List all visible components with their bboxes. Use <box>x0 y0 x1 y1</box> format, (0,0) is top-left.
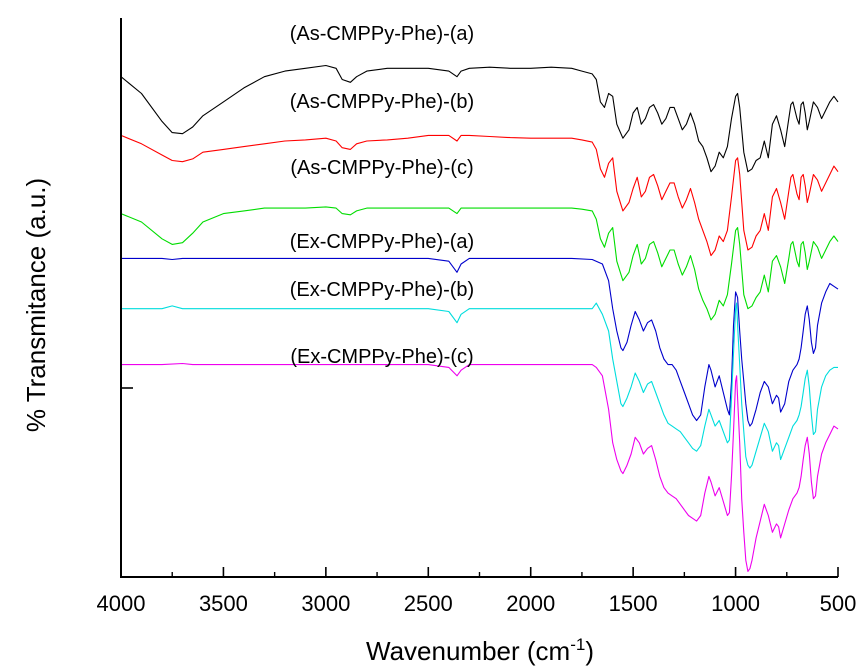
series-label-2: (As-CMPPy-Phe)-(b) <box>290 91 474 113</box>
series-line-2 <box>120 134 839 257</box>
x-axis-title-superscript: -1 <box>570 635 585 654</box>
axes-layer: 4000 3500 3000 2500 2000 1500 1000 500 <box>97 18 857 616</box>
x-tick-label: 1000 <box>711 591 760 616</box>
y-axis-title: % Transmitance (a.u.) <box>21 178 51 432</box>
series-line-4 <box>121 257 839 427</box>
series-line-3 <box>120 206 839 321</box>
x-axis-title-suffix: ) <box>585 636 594 666</box>
series-label-6: (Ex-CMPPy-Phe)-(c) <box>290 346 473 368</box>
labels-layer: (As-CMPPy-Phe)-(a) (As-CMPPy-Phe)-(b) (As-… <box>290 23 474 368</box>
series-line-6 <box>121 362 839 572</box>
x-tick-label: 3500 <box>199 591 248 616</box>
series-line-5 <box>121 302 838 469</box>
series-label-1: (As-CMPPy-Phe)-(a) <box>290 23 474 45</box>
series-label-5: (Ex-CMPPy-Phe)-(b) <box>290 279 474 301</box>
series-line-1 <box>120 64 839 173</box>
x-axis-title-main: Wavenumber (cm <box>366 636 570 666</box>
series-layer <box>120 64 839 572</box>
x-tick-label: 3000 <box>301 591 350 616</box>
x-tick-label: 2500 <box>404 591 453 616</box>
x-tick-label: 500 <box>820 591 857 616</box>
x-axis-title: Wavenumber (cm-1) <box>366 635 594 666</box>
x-tick-label: 2000 <box>506 591 555 616</box>
x-tick-label: 4000 <box>97 591 146 616</box>
x-tick-label: 1500 <box>609 591 658 616</box>
series-label-3: (As-CMPPy-Phe)-(c) <box>290 157 473 179</box>
series-label-4: (Ex-CMPPy-Phe)-(a) <box>290 231 474 253</box>
